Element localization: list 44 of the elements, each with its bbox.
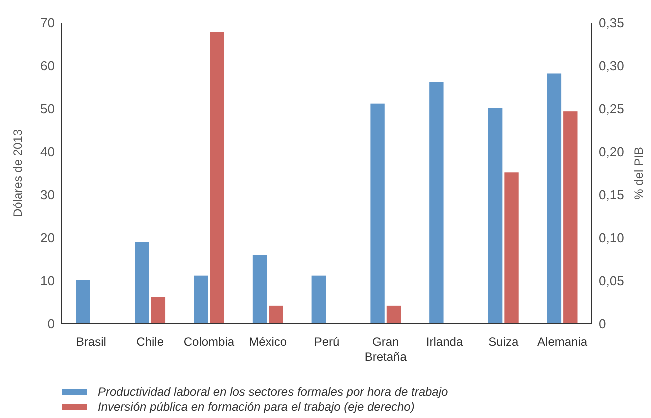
y-tick-label: 40 [40, 144, 55, 160]
x-tick-label: Chile [136, 335, 164, 349]
bar [386, 306, 402, 324]
y2-tick-label: 0,30 [599, 58, 624, 74]
y-tick-label: 0 [48, 316, 55, 332]
bar [312, 276, 326, 324]
bar [547, 74, 562, 324]
legend-label: Inversión pública en formación para el trabajo (eje derecho) [98, 400, 415, 414]
y-tick-label: 50 [40, 102, 55, 117]
x-tick-label: Brasil [76, 335, 106, 349]
y2-axis-title: % del PIB [632, 147, 646, 200]
y2-tick-label: 0,35 [599, 16, 624, 31]
y2-tick-label: 0,10 [599, 230, 624, 246]
bar [269, 306, 284, 324]
bar [430, 82, 444, 324]
x-tick-label: Alemania [538, 335, 588, 349]
x-tick-label: Perú [314, 335, 340, 349]
y-axis-title: Dólares de 2013 [11, 129, 25, 218]
x-tick-label: Colombia [184, 335, 235, 349]
bar [488, 108, 503, 324]
bar [210, 32, 224, 324]
y2-tick-label: 0,05 [599, 274, 624, 289]
bar [135, 242, 150, 324]
legend-label: Productividad laboral en los sectores formales por hora de trabajo [98, 385, 449, 400]
y-tick-label: 70 [40, 16, 55, 31]
y2-tick-label: 0,20 [599, 144, 624, 160]
y-tick-label: 10 [40, 274, 55, 289]
x-tick-label: Gran Bretaña [364, 335, 408, 364]
y2-tick-label: 0,25 [599, 102, 624, 117]
y2-tick-label: 0,15 [599, 188, 624, 203]
y-tick-label: 30 [40, 188, 55, 203]
y2-tick-label: 0 [599, 316, 606, 332]
x-tick-label: Suiza [488, 335, 519, 349]
bar [564, 112, 578, 324]
bar [76, 280, 90, 324]
y-tick-label: 60 [40, 58, 55, 74]
x-tick-label: México [249, 335, 288, 349]
bar [151, 297, 166, 324]
bar [504, 172, 519, 324]
y-tick-label: 20 [40, 230, 55, 246]
bar [194, 276, 208, 324]
bar [370, 104, 385, 324]
bar [252, 255, 268, 324]
x-tick-label: Irlanda [426, 335, 464, 349]
